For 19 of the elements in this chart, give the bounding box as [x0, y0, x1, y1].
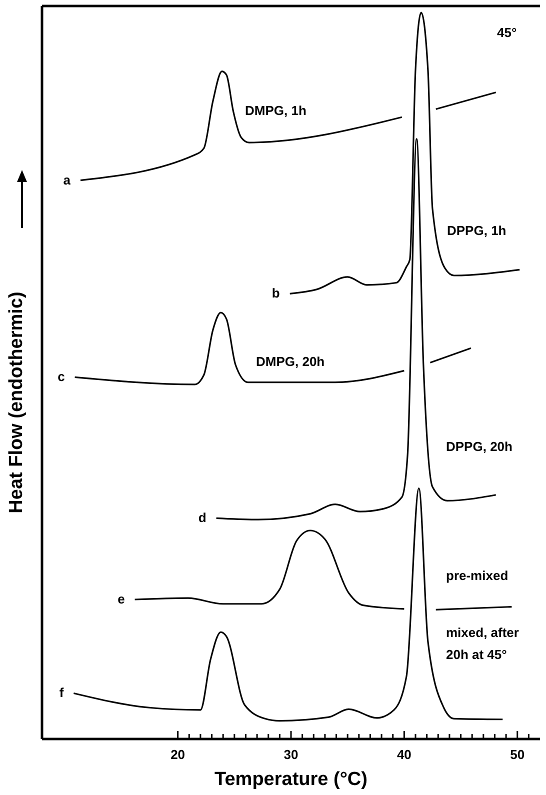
series-label: a — [63, 172, 72, 188]
x-tick-label: 40 — [396, 747, 412, 762]
series-label: b — [272, 286, 280, 301]
annotation: 45° — [497, 25, 517, 40]
series-label: c — [58, 369, 65, 384]
series-label: d — [198, 510, 206, 526]
annotation: mixed, after 20h at 45° — [446, 625, 519, 662]
y-axis-title: Heat Flow (endothermic) — [6, 292, 27, 514]
annotation: DMPG, 20h — [256, 354, 325, 369]
x-tick-label: 20 — [170, 747, 186, 762]
x-axis-title: Temperature (°C) — [214, 769, 368, 790]
annotation: DPPG, 20h — [446, 439, 513, 454]
annotation: pre-mixed — [446, 568, 508, 583]
annotation: DMPG, 1h — [245, 103, 306, 118]
series-label: e — [118, 592, 125, 607]
annotation: DPPG, 1h — [447, 223, 506, 238]
series-label: f — [59, 685, 64, 700]
x-tick-label: 30 — [284, 747, 298, 762]
x-tick-label: 50 — [510, 747, 525, 762]
